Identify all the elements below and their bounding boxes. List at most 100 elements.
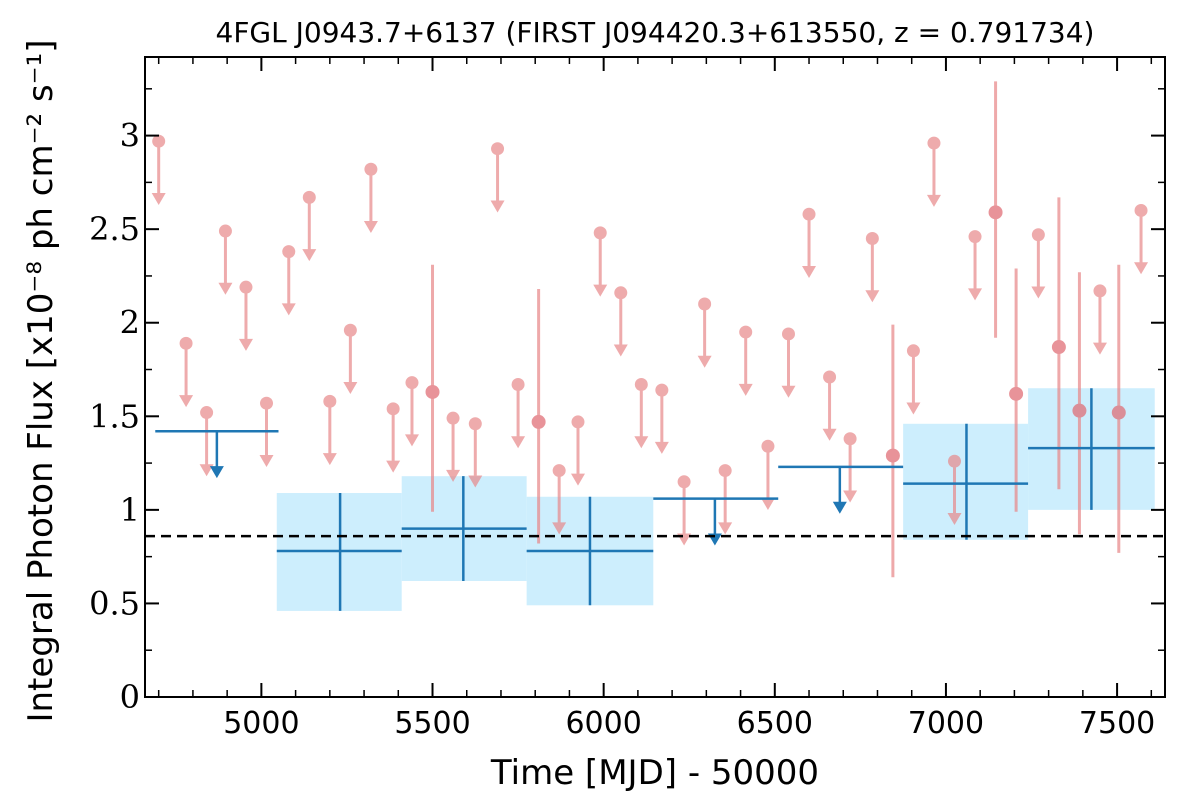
upper-limit-arrow-head bbox=[302, 249, 317, 262]
upper-limit-marker bbox=[511, 377, 525, 391]
upper-limit-point bbox=[1134, 203, 1149, 275]
upper-limit-marker bbox=[282, 245, 296, 259]
upper-limit-arrow-head bbox=[281, 303, 296, 316]
upper-limit-point bbox=[238, 280, 253, 351]
upper-limit-point bbox=[802, 207, 817, 278]
upper-limit-marker bbox=[718, 464, 732, 478]
coarse-upper-limit bbox=[155, 430, 279, 479]
upper-limit-marker bbox=[802, 207, 816, 221]
upper-limit-point bbox=[302, 190, 317, 262]
upper-limit-point bbox=[760, 439, 775, 510]
coarse-detection bbox=[526, 496, 654, 606]
upper-limit-marker bbox=[323, 394, 337, 408]
detection-point bbox=[531, 289, 546, 544]
upper-limit-point bbox=[386, 402, 401, 473]
coarse-detection bbox=[276, 493, 402, 611]
upper-limit-point bbox=[1092, 284, 1107, 355]
upper-limit-point bbox=[490, 142, 505, 213]
upper-limit-point bbox=[363, 162, 378, 234]
detection-marker bbox=[885, 448, 900, 463]
upper-limit-arrow-head bbox=[179, 395, 194, 408]
detection-point bbox=[1051, 197, 1066, 490]
upper-limit-arrow-head bbox=[238, 338, 253, 351]
upper-limit-arrow-head bbox=[781, 385, 796, 398]
upper-limit-point bbox=[511, 377, 526, 449]
upper-limit-arrow-head bbox=[802, 265, 817, 278]
plot-area: 5000 5500 6000 6500 7000 7500 0 0.5 1 1.5 2 2.5 3 bbox=[89, 56, 1166, 741]
upper-limit-arrow-head bbox=[343, 381, 358, 394]
upper-limit-point bbox=[343, 323, 358, 394]
detection-marker bbox=[1009, 386, 1024, 401]
upper-limit-marker bbox=[386, 402, 400, 416]
upper-limit-marker bbox=[968, 230, 982, 244]
coarse-upper-limit-head bbox=[832, 501, 847, 514]
upper-limit-point bbox=[822, 370, 837, 441]
upper-limit-point bbox=[468, 417, 483, 488]
upper-limit-point bbox=[552, 464, 567, 535]
upper-limit-marker bbox=[446, 411, 460, 425]
upper-limit-arrow-head bbox=[968, 288, 983, 301]
upper-limit-arrow-head bbox=[1092, 342, 1107, 355]
upper-limit-arrow-head bbox=[1134, 262, 1149, 275]
detection-marker bbox=[531, 414, 546, 429]
detection-point bbox=[988, 81, 1003, 338]
upper-limit-marker bbox=[343, 323, 357, 337]
detection-point bbox=[1072, 272, 1087, 535]
upper-limit-point bbox=[654, 383, 669, 454]
y-tick-label: 2.5 bbox=[89, 210, 140, 248]
coarse-binned-series bbox=[155, 388, 1155, 611]
upper-limit-point bbox=[1031, 228, 1046, 299]
upper-limit-arrow-head bbox=[697, 355, 712, 368]
detection-marker bbox=[988, 205, 1003, 220]
upper-limit-arrow-head bbox=[446, 469, 461, 482]
upper-limit-marker bbox=[823, 370, 837, 384]
y-axis-label: Integral Photon Flux [x10⁻⁸ ph cm⁻² s⁻¹] bbox=[21, 39, 61, 722]
upper-limit-marker bbox=[200, 406, 214, 420]
upper-limit-arrow-head bbox=[322, 453, 337, 466]
upper-limit-marker bbox=[152, 134, 166, 148]
upper-limit-arrow-head bbox=[906, 402, 921, 415]
upper-limit-marker bbox=[947, 454, 961, 468]
upper-limit-point bbox=[634, 377, 649, 449]
y-tick-label: 3 bbox=[120, 117, 140, 155]
x-tick-label: 6500 bbox=[737, 706, 813, 741]
coarse-detection bbox=[1028, 388, 1155, 510]
upper-limit-point bbox=[697, 297, 712, 368]
y-axis-ticks: 0 0.5 1 1.5 2 2.5 3 bbox=[89, 88, 1165, 716]
upper-limit-point bbox=[218, 224, 233, 295]
upper-limit-arrow-head bbox=[926, 194, 941, 207]
upper-limit-point bbox=[947, 454, 962, 525]
y-tick-label: 1.5 bbox=[89, 397, 140, 435]
coarse-detection bbox=[903, 423, 1029, 540]
upper-limit-marker bbox=[1093, 284, 1107, 298]
upper-limit-point bbox=[179, 336, 194, 408]
upper-limit-point bbox=[570, 415, 585, 486]
upper-limit-point bbox=[865, 232, 880, 303]
upper-limit-arrow-head bbox=[947, 512, 962, 525]
y-tick-label: 0.5 bbox=[89, 584, 140, 622]
upper-limit-arrow-head bbox=[259, 454, 274, 467]
detection-marker bbox=[1111, 405, 1126, 420]
upper-limit-point bbox=[281, 245, 296, 316]
upper-limit-marker bbox=[218, 224, 232, 238]
upper-limit-point bbox=[446, 411, 461, 482]
upper-limit-marker bbox=[739, 325, 753, 339]
upper-limit-arrow-head bbox=[613, 344, 628, 357]
upper-limit-arrow-head bbox=[511, 436, 526, 449]
chart-title: 4FGL J0943.7+6137 (FIRST J094420.3+61355… bbox=[216, 16, 1095, 49]
x-tick-label: 7000 bbox=[908, 706, 984, 741]
upper-limit-marker bbox=[698, 297, 712, 311]
upper-limit-arrow-head bbox=[760, 497, 775, 510]
upper-limit-arrow-head bbox=[843, 490, 858, 503]
upper-limit-arrow-head bbox=[1031, 286, 1046, 299]
upper-limit-marker bbox=[843, 432, 857, 446]
upper-limit-marker bbox=[552, 464, 566, 478]
x-axis-ticks: 5000 5500 6000 6500 7000 7500 bbox=[157, 57, 1155, 741]
coarse-detection bbox=[401, 476, 527, 581]
upper-limit-marker bbox=[927, 136, 941, 150]
upper-limit-arrow-head bbox=[552, 522, 567, 535]
upper-limit-arrow-head bbox=[822, 428, 837, 441]
upper-limit-marker bbox=[655, 383, 669, 397]
detection-marker bbox=[1051, 340, 1066, 355]
